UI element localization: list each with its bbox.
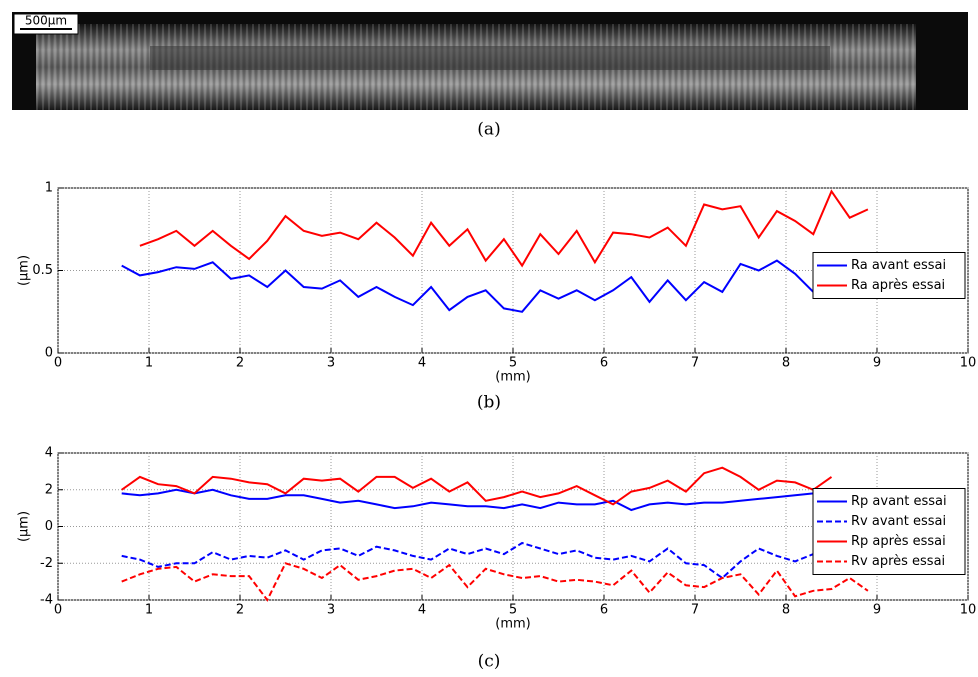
x-tick-label: 7 bbox=[691, 356, 699, 371]
x-tick-label: 1 bbox=[145, 603, 153, 618]
x-tick-label: 9 bbox=[873, 603, 881, 618]
y-tick-label: 0.5 bbox=[32, 263, 53, 278]
series-line bbox=[121, 259, 815, 313]
x-tick-label: 8 bbox=[782, 356, 790, 371]
series-line bbox=[121, 466, 833, 506]
wear-track bbox=[150, 46, 830, 70]
x-tick-label: 2 bbox=[236, 356, 244, 371]
y-tick-label: 2 bbox=[45, 482, 53, 497]
y-axis-label: (µm) bbox=[17, 511, 32, 542]
series-line bbox=[121, 541, 814, 580]
legend-label: Ra avant essai bbox=[851, 258, 946, 273]
x-tick-label: 2 bbox=[236, 603, 244, 618]
series-line bbox=[121, 488, 832, 512]
x-tick-label: 9 bbox=[873, 356, 881, 371]
legend-label: Rp après essai bbox=[851, 534, 946, 549]
caption: (b) bbox=[477, 393, 501, 413]
legend-label: Ra après essai bbox=[851, 278, 945, 293]
legend-label: Rv après essai bbox=[851, 554, 945, 569]
y-tick-label: 0 bbox=[45, 519, 53, 534]
y-tick-label: 4 bbox=[45, 446, 53, 461]
y-tick-label: 0 bbox=[45, 346, 53, 361]
x-tick-label: 4 bbox=[418, 603, 426, 618]
legend-label: Rp avant essai bbox=[851, 494, 947, 509]
scale-bar-label: 500µm bbox=[25, 14, 67, 28]
x-tick-label: 7 bbox=[691, 603, 699, 618]
x-tick-label: 4 bbox=[418, 356, 426, 371]
caption: (a) bbox=[477, 120, 500, 140]
x-tick-label: 10 bbox=[960, 603, 977, 618]
x-tick-label: 1 bbox=[145, 356, 153, 371]
x-tick-label: 0 bbox=[54, 603, 62, 618]
x-tick-label: 3 bbox=[327, 603, 335, 618]
x-tick-label: 6 bbox=[600, 356, 608, 371]
legend bbox=[812, 252, 966, 299]
series-line bbox=[121, 562, 869, 602]
x-tick-label: 6 bbox=[600, 603, 608, 618]
y-axis-label: (µm) bbox=[17, 255, 32, 286]
x-tick-label: 0 bbox=[54, 356, 62, 371]
y-tick-label: -4 bbox=[40, 593, 53, 608]
caption: (c) bbox=[478, 652, 501, 672]
x-tick-label: 5 bbox=[509, 356, 517, 371]
x-axis-label: (mm) bbox=[495, 370, 530, 385]
y-tick-label: -2 bbox=[40, 556, 53, 571]
y-tick-label: 1 bbox=[45, 181, 53, 196]
series-line bbox=[139, 189, 869, 268]
legend-label: Rv avant essai bbox=[851, 514, 946, 529]
x-tick-label: 3 bbox=[327, 356, 335, 371]
x-tick-label: 10 bbox=[960, 356, 977, 371]
x-tick-label: 5 bbox=[509, 603, 517, 618]
legend bbox=[812, 488, 966, 575]
x-tick-label: 8 bbox=[782, 603, 790, 618]
x-axis-label: (mm) bbox=[495, 617, 530, 632]
